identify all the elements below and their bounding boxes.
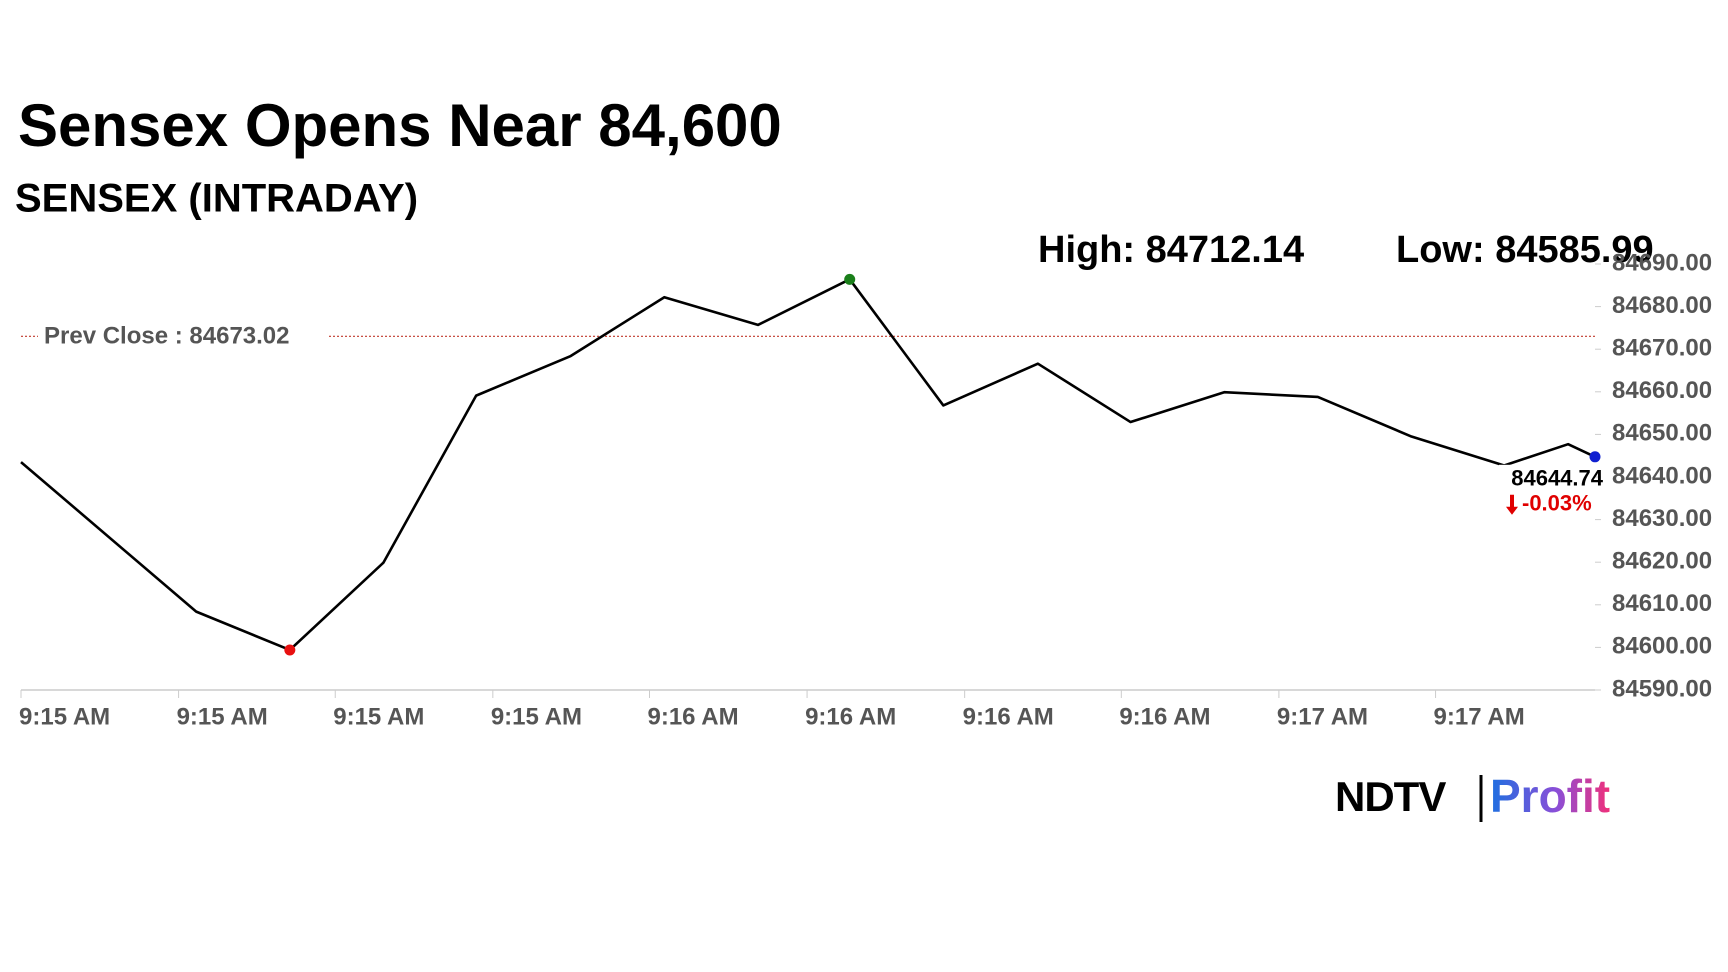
x-tick-label: 9:16 AM bbox=[805, 703, 896, 730]
y-tick-label: 84640.00 bbox=[1612, 462, 1712, 489]
logo-product: Profit bbox=[1490, 770, 1610, 822]
x-tick-label: 9:16 AM bbox=[1119, 703, 1210, 730]
high-label: High: 84712.14 bbox=[1038, 229, 1304, 271]
y-tick-label: 84670.00 bbox=[1612, 335, 1712, 362]
x-tick-label: 9:17 AM bbox=[1434, 703, 1525, 730]
reference-label-bg bbox=[38, 320, 328, 353]
low-label: Low: 84585.99 bbox=[1396, 229, 1654, 271]
y-tick-label: 84650.00 bbox=[1612, 420, 1712, 447]
y-tick-label: 84680.00 bbox=[1612, 292, 1712, 319]
y-tick-label: 84690.00 bbox=[1612, 249, 1712, 276]
x-tick-label: 9:17 AM bbox=[1277, 703, 1368, 730]
y-tick-label: 84590.00 bbox=[1612, 675, 1712, 702]
x-tick-label: 9:16 AM bbox=[647, 703, 738, 730]
y-tick-label: 84660.00 bbox=[1612, 377, 1712, 404]
change-label: -0.03% bbox=[1522, 491, 1592, 516]
chart-title: Sensex Opens Near 84,600 bbox=[18, 92, 782, 159]
y-tick-label: 84620.00 bbox=[1612, 548, 1712, 575]
x-tick-label: 9:15 AM bbox=[333, 703, 424, 730]
y-tick-label: 84600.00 bbox=[1612, 633, 1712, 660]
highlight-point bbox=[284, 644, 296, 656]
last-label-bg bbox=[1499, 464, 1595, 493]
last-value-label: 84644.74 bbox=[1511, 466, 1604, 491]
logo-brand: NDTV bbox=[1335, 773, 1446, 820]
highlight-point bbox=[1589, 451, 1601, 463]
highlight-point bbox=[844, 273, 856, 285]
line-series bbox=[20, 278, 1596, 652]
chart-subtitle: SENSEX (INTRADAY) bbox=[15, 177, 418, 221]
y-tick-label: 84610.00 bbox=[1612, 590, 1712, 617]
logo: NDTV Profit bbox=[1335, 770, 1610, 822]
x-tick-label: 9:15 AM bbox=[491, 703, 582, 730]
y-tick-label: 84630.00 bbox=[1612, 505, 1712, 532]
x-tick-label: 9:15 AM bbox=[19, 703, 110, 730]
reference-label: Prev Close : 84673.02 bbox=[44, 323, 290, 350]
x-tick-label: 9:15 AM bbox=[177, 703, 268, 730]
down-arrow bbox=[1506, 494, 1518, 515]
x-tick-label: 9:16 AM bbox=[963, 703, 1054, 730]
